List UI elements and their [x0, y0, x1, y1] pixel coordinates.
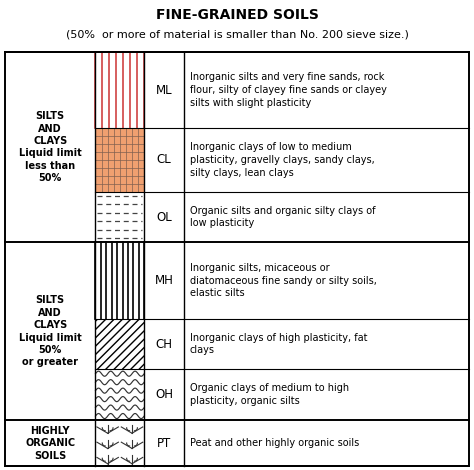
Text: SILTS
AND
CLAYS
Liquid limit
50%
or greater: SILTS AND CLAYS Liquid limit 50% or grea…: [19, 295, 82, 368]
Text: PT: PT: [157, 437, 171, 450]
Text: Organic clays of medium to high
plasticity, organic silts: Organic clays of medium to high plastici…: [190, 384, 349, 406]
Text: MH: MH: [155, 274, 173, 287]
Bar: [95, 319, 144, 369]
Bar: [5, 52, 469, 466]
Text: Peat and other highly organic soils: Peat and other highly organic soils: [190, 438, 359, 448]
Text: Organic silts and organic silty clays of
low plasticity: Organic silts and organic silty clays of…: [190, 206, 375, 228]
Text: OH: OH: [155, 388, 173, 401]
Text: Inorganic clays of high plasticity, fat
clays: Inorganic clays of high plasticity, fat …: [190, 333, 367, 355]
Bar: [95, 369, 144, 420]
Bar: [95, 52, 144, 128]
Text: Inorganic silts, micaceous or
diatomaceous fine sandy or silty soils,
elastic si: Inorganic silts, micaceous or diatomaceo…: [190, 263, 376, 298]
Text: CH: CH: [155, 337, 173, 351]
Text: HIGHLY
ORGANIC
SOILS: HIGHLY ORGANIC SOILS: [25, 426, 75, 461]
Text: CL: CL: [156, 153, 171, 166]
Text: OL: OL: [156, 211, 172, 224]
Text: SILTS
AND
CLAYS
Liquid limit
less than
50%: SILTS AND CLAYS Liquid limit less than 5…: [19, 111, 82, 183]
Bar: [95, 128, 144, 192]
Bar: [95, 420, 144, 466]
Text: ML: ML: [155, 84, 172, 97]
Bar: [95, 192, 144, 243]
Text: (50%  or more of material is smaller than No. 200 sieve size.): (50% or more of material is smaller than…: [65, 30, 409, 40]
Text: Inorganic silts and very fine sands, rock
flour, silty of clayey fine sands or c: Inorganic silts and very fine sands, roc…: [190, 72, 386, 108]
Text: Inorganic clays of low to medium
plasticity, gravelly clays, sandy clays,
silty : Inorganic clays of low to medium plastic…: [190, 142, 374, 178]
Bar: [95, 243, 144, 319]
Text: FINE-GRAINED SOILS: FINE-GRAINED SOILS: [155, 8, 319, 22]
